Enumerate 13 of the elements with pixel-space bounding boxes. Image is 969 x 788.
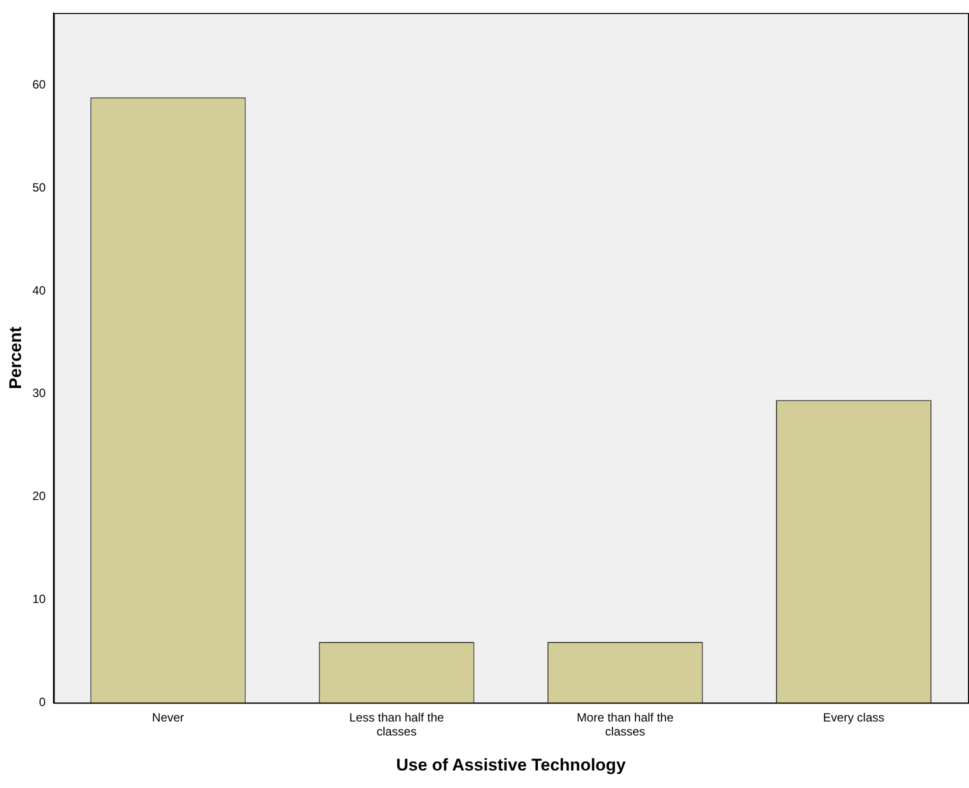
y-tick-label: 40 (32, 283, 46, 298)
y-tick-label: 60 (32, 77, 46, 92)
x-tick-label: More than half the classes (576, 710, 674, 739)
y-tick-label: 0 (39, 695, 46, 710)
x-tick-label: Never (152, 710, 184, 724)
y-axis-title: Percent (6, 326, 25, 390)
y-tick-label: 10 (32, 592, 46, 606)
y-tick-label: 30 (32, 386, 46, 400)
y-tick-label: 20 (32, 489, 46, 504)
x-tick-label: Every class (823, 710, 884, 724)
x-tick-label: Less than half the classes (349, 710, 444, 739)
y-tick-label: 50 (32, 180, 46, 194)
x-axis-title: Use of Assistive Technology (396, 755, 626, 774)
